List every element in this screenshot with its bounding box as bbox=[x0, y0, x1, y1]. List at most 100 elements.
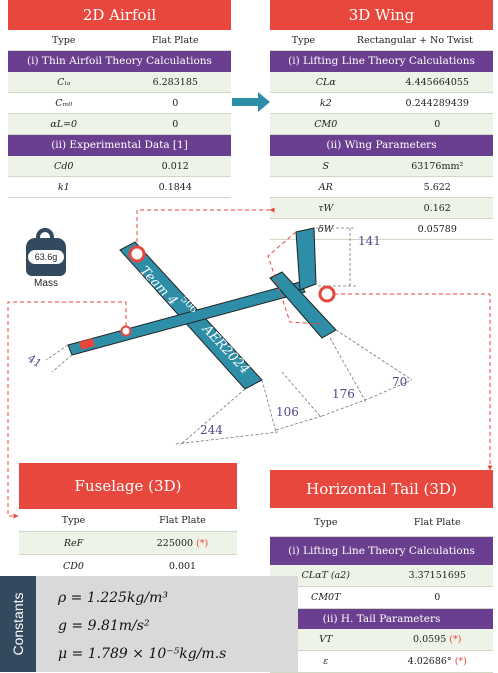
mass-badge: 63.6g Mass bbox=[20, 228, 82, 292]
type-label: Type bbox=[291, 34, 316, 46]
table-row: Cₗₐ 6.283185 bbox=[8, 72, 231, 93]
constant-rho: ρ = 1.225kg/m³ bbox=[58, 590, 168, 606]
value: 0 bbox=[434, 118, 441, 130]
leader-tail bbox=[334, 293, 493, 471]
mass-label: Mass bbox=[34, 278, 58, 289]
type-value: Rectangular + No Twist bbox=[356, 34, 473, 46]
table-row: CLαT (a2) 3.37151695 bbox=[270, 565, 493, 587]
value: 63176mm² bbox=[411, 160, 464, 172]
symbol: Cd0 bbox=[54, 160, 74, 172]
section-header: (ii) Wing Parameters bbox=[270, 135, 493, 156]
symbol: Cₗₐ bbox=[57, 76, 71, 88]
htail-title: Horizontal Tail (3D) bbox=[270, 470, 493, 508]
dim-106: 106 bbox=[276, 405, 299, 419]
footnote-mark: (*) bbox=[449, 634, 462, 645]
table-row: CD0 0.001 bbox=[19, 555, 237, 578]
dim-244: 244 bbox=[200, 423, 223, 437]
wing-3d-panel: 3D Wing Type Rectangular + No Twist (i) … bbox=[270, 0, 493, 240]
symbol: ReF bbox=[63, 537, 84, 549]
value: 225000 bbox=[156, 537, 194, 549]
symbol: CM0T bbox=[311, 592, 341, 603]
dim-41: 41 bbox=[25, 352, 44, 371]
cg-marker-wing bbox=[128, 245, 146, 263]
value: 4.02686° bbox=[407, 656, 452, 667]
section-header: (i) Thin Airfoil Theory Calculations bbox=[8, 51, 231, 72]
table-row: CLα 4.445664055 bbox=[270, 72, 493, 93]
footnote-mark: (*) bbox=[454, 656, 467, 667]
table-row: Type Flat Plate bbox=[8, 30, 231, 51]
event-label: AER2024 bbox=[198, 321, 252, 377]
table-row: τW 0.162 bbox=[270, 198, 493, 219]
value: 3.37151695 bbox=[408, 570, 466, 581]
table-row: Type Flat Plate bbox=[270, 508, 493, 537]
symbol: S bbox=[322, 160, 329, 172]
table-row: Type Flat Plate bbox=[19, 509, 237, 532]
fuselage-title: Fuselage (3D) bbox=[19, 463, 237, 509]
value: 0.162 bbox=[423, 202, 451, 214]
table-row: k2 0.244289439 bbox=[270, 93, 493, 114]
symbol: CLα bbox=[315, 76, 336, 88]
section-header: (i) Lifting Line Theory Calculations bbox=[270, 51, 493, 72]
symbol: αL=0 bbox=[50, 118, 78, 130]
table-row: Type Rectangular + No Twist bbox=[270, 30, 493, 51]
section-header: (ii) Experimental Data [1] bbox=[8, 135, 231, 156]
value: 0 bbox=[434, 592, 441, 603]
symbol: ε bbox=[323, 656, 329, 667]
value: 0.05789 bbox=[417, 223, 457, 235]
symbol: AR bbox=[318, 181, 333, 193]
fuselage-panel: Fuselage (3D) Type Flat Plate ReF 225000… bbox=[19, 463, 237, 578]
airfoil-2d-title: 2D Airfoil bbox=[8, 0, 231, 30]
fuselage-shape bbox=[67, 281, 306, 356]
section-header: (i) Lifting Line Theory Calculations bbox=[270, 537, 493, 565]
table-row: k1 0.1844 bbox=[8, 177, 231, 198]
type-value: Flat Plate bbox=[159, 514, 206, 526]
htail-panel: Horizontal Tail (3D) Type Flat Plate (i)… bbox=[270, 470, 493, 673]
value-cell: 0.0595 (*) bbox=[382, 634, 494, 645]
value: 5.622 bbox=[423, 181, 451, 193]
cg-marker-tail bbox=[318, 285, 336, 303]
wing-3d-title: 3D Wing bbox=[270, 0, 493, 30]
type-label: Type bbox=[61, 514, 86, 526]
symbol: VT bbox=[319, 634, 333, 645]
symbol: CD0 bbox=[63, 560, 84, 572]
dim-70: 70 bbox=[392, 375, 407, 389]
constant-mu: μ = 1.789 × 10⁻⁵kg/m.s bbox=[58, 646, 227, 662]
flow-arrow bbox=[232, 92, 270, 112]
constants-box: Constants ρ = 1.225kg/m³ g = 9.81m/s² μ … bbox=[0, 576, 298, 672]
leader-fuselage bbox=[7, 301, 127, 519]
value: 6.283185 bbox=[152, 76, 198, 88]
mass-value: 63.6g bbox=[28, 250, 64, 264]
symbol: τW bbox=[318, 202, 334, 214]
leader-vtail bbox=[267, 231, 323, 325]
table-row: Cₘ₀ 0 bbox=[8, 93, 231, 114]
symbol: CM0 bbox=[314, 118, 338, 130]
value: 0 bbox=[172, 118, 179, 130]
value-cell: 4.02686° (*) bbox=[382, 656, 494, 667]
table-row: ReF 225000 (*) bbox=[19, 532, 237, 555]
symbol: Cₘ₀ bbox=[55, 97, 73, 109]
nose-marker bbox=[79, 338, 95, 350]
table-row: αL=0 0 bbox=[8, 114, 231, 135]
table-row: ε 4.02686° (*) bbox=[270, 651, 493, 673]
type-label: Type bbox=[52, 34, 76, 46]
leader-wing bbox=[136, 207, 275, 245]
value: 0.0595 bbox=[413, 634, 447, 645]
weight-handle bbox=[36, 228, 54, 244]
table-row: VT 0.0595 (*) bbox=[270, 629, 493, 651]
table-row: CM0T 0 bbox=[270, 587, 493, 609]
vtail-shape bbox=[295, 227, 317, 291]
table-row: S 63176mm² bbox=[270, 156, 493, 177]
table-row: AR 5.622 bbox=[270, 177, 493, 198]
dim-141: 141 bbox=[358, 234, 381, 248]
value: 0.244289439 bbox=[405, 97, 469, 109]
value-cell: 225000 (*) bbox=[128, 538, 237, 549]
value: 0.012 bbox=[161, 160, 189, 172]
value: 0 bbox=[172, 97, 179, 109]
symbol: k2 bbox=[319, 97, 332, 109]
constant-g: g = 9.81m/s² bbox=[58, 618, 150, 634]
symbol: CLαT (a2) bbox=[301, 570, 350, 581]
cg-marker-fuselage bbox=[120, 325, 132, 337]
dim-176: 176 bbox=[332, 387, 355, 401]
airfoil-2d-panel: 2D Airfoil Type Flat Plate (i) Thin Airf… bbox=[8, 0, 231, 198]
type-value: Flat Plate bbox=[151, 34, 199, 46]
